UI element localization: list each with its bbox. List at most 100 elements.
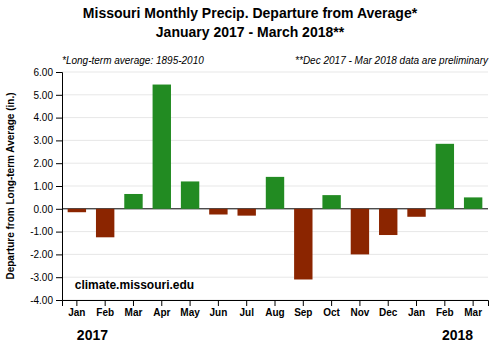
plot-area: -4.00 -3.00 -2.00 -1.00 0.00 1.00 2.00 3.00 4.00… — [30, 67, 488, 318]
x-tick-mark — [388, 300, 389, 306]
x-tick: Jan — [68, 300, 85, 318]
x-tick-mark — [444, 300, 445, 306]
y-tick-mark — [56, 95, 62, 96]
grid-line — [62, 231, 488, 232]
x-tick-label: Mar — [464, 307, 482, 318]
y-tick-mark — [56, 163, 62, 164]
y-tick: 6.00 — [34, 67, 62, 78]
x-tick-mark — [416, 300, 417, 306]
x-tick: Jul — [239, 300, 254, 318]
y-tick-label: 4.00 — [34, 112, 54, 123]
y-tick-mark — [56, 277, 62, 278]
grid — [62, 72, 488, 300]
x-tick-mark — [359, 300, 360, 306]
x-tick: Mar — [125, 300, 143, 318]
x-tick-label: May — [180, 307, 200, 318]
x-tick-mark — [218, 300, 219, 306]
x-tick-label: Jun — [209, 307, 227, 318]
y-tick-mark — [56, 209, 62, 210]
x-tick-mark — [331, 300, 332, 306]
y-tick: 4.00 — [34, 112, 62, 123]
x-tick: Mar — [464, 300, 482, 318]
bar — [153, 85, 171, 209]
grid-line — [62, 72, 488, 73]
y-tick-mark — [56, 232, 62, 233]
y-tick-mark — [56, 254, 62, 255]
x-tick: Nov — [350, 300, 369, 318]
footnote-left: *Long-term average: 1895-2010 — [62, 55, 204, 66]
x-tick-mark — [105, 300, 106, 306]
x-tick: Oct — [323, 300, 340, 318]
y-tick: 0.00 — [34, 204, 62, 215]
y-tick-label: 3.00 — [34, 135, 54, 146]
x-tick: May — [180, 300, 200, 318]
y-tick: -4.00 — [30, 295, 62, 306]
year-label: 2018 — [442, 327, 473, 343]
x-tick-label: Feb — [96, 307, 114, 318]
y-tick-label: 5.00 — [34, 90, 54, 101]
x-tick-mark — [161, 300, 162, 306]
subtitle: January 2017 - March 2018** — [156, 24, 345, 40]
grid-line — [62, 94, 488, 95]
y-tick-label: -3.00 — [30, 272, 53, 283]
bar — [237, 209, 255, 216]
footnote-right: **Dec 2017 - Mar 2018 data are prelimina… — [295, 55, 489, 66]
y-tick-mark — [56, 72, 62, 73]
x-tick: Feb — [436, 300, 454, 318]
x-tick-label: Aug — [265, 307, 284, 318]
x-tick: Jan — [408, 300, 425, 318]
y-tick-mark — [56, 186, 62, 187]
x-tick-mark — [246, 300, 247, 306]
x-tick-label: Sep — [294, 307, 312, 318]
y-tick: -3.00 — [30, 272, 62, 283]
x-tick: Jun — [209, 300, 227, 318]
bar — [294, 209, 312, 280]
watermark: climate.missouri.edu — [75, 278, 194, 292]
x-tick: Dec — [379, 300, 398, 318]
grid-line — [62, 140, 488, 141]
x-tick-mark — [190, 300, 191, 306]
x-tick-label: Apr — [153, 307, 170, 318]
y-tick-label: -2.00 — [30, 249, 53, 260]
x-tick-label: Dec — [379, 307, 398, 318]
y-axis: -4.00 -3.00 -2.00 -1.00 0.00 1.00 2.00 3.00 4.00… — [30, 67, 62, 306]
x-axis-line — [63, 301, 489, 307]
x-tick: Apr — [153, 300, 170, 318]
y-tick-label: 1.00 — [34, 181, 54, 192]
bar — [124, 194, 142, 209]
x-tick-mark — [303, 300, 304, 306]
bar — [351, 209, 369, 255]
y-tick: -2.00 — [30, 249, 62, 260]
y-tick-label: 0.00 — [34, 204, 54, 215]
y-tick: -1.00 — [30, 226, 62, 237]
bar — [68, 209, 86, 212]
y-tick-label: 2.00 — [34, 158, 54, 169]
chart: Missouri Monthly Precip. Departure from … — [0, 0, 500, 362]
y-tick-mark — [56, 300, 62, 301]
bar — [407, 209, 425, 217]
bar — [322, 195, 340, 209]
x-tick: Feb — [96, 300, 114, 318]
x-tick-label: Nov — [350, 307, 369, 318]
bar — [436, 144, 454, 209]
bar — [266, 177, 284, 209]
x-tick-mark — [133, 300, 134, 306]
x-tick-label: Mar — [125, 307, 143, 318]
title: Missouri Monthly Precip. Departure from … — [83, 5, 418, 21]
y-tick-label: 6.00 — [34, 67, 54, 78]
x-tick-label: Jan — [68, 307, 85, 318]
y-tick: 1.00 — [34, 181, 62, 192]
y-tick-label: -4.00 — [30, 295, 53, 306]
x-tick-mark — [76, 300, 77, 306]
x-tick-label: Oct — [323, 307, 340, 318]
x-tick: Aug — [265, 300, 284, 318]
y-axis-line — [56, 73, 63, 301]
year-label: 2017 — [77, 327, 108, 343]
grid-line — [62, 254, 488, 255]
x-tick-label: Feb — [436, 307, 454, 318]
y-tick: 3.00 — [34, 135, 62, 146]
x-tick-label: Jan — [408, 307, 425, 318]
y-tick: 2.00 — [34, 158, 62, 169]
bar — [464, 197, 482, 208]
x-tick: Sep — [294, 300, 312, 318]
